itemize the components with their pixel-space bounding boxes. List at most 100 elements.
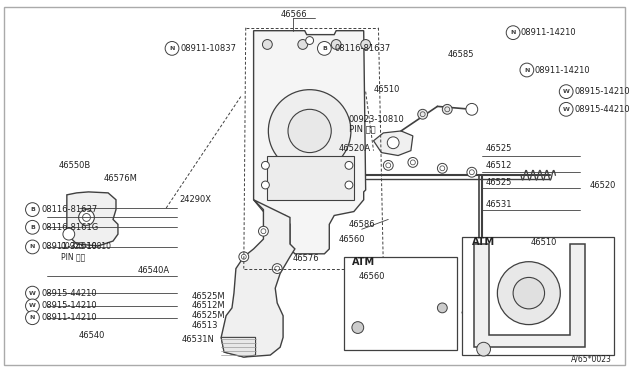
Circle shape [437,163,447,173]
Text: 08911-10837: 08911-10837 [181,44,237,53]
Text: W: W [29,291,36,296]
Circle shape [298,39,308,49]
Circle shape [520,63,534,77]
Text: 00923-10810: 00923-10810 [349,115,404,124]
Circle shape [268,90,351,172]
Circle shape [477,342,490,356]
Polygon shape [253,31,365,254]
Circle shape [79,209,94,225]
Circle shape [317,42,332,55]
Text: 08116-81637: 08116-81637 [42,205,97,214]
Text: 46560: 46560 [339,235,365,244]
Polygon shape [374,131,413,155]
Text: 46540: 46540 [79,331,105,340]
Circle shape [467,167,477,177]
Circle shape [345,181,353,189]
Circle shape [383,160,393,170]
Text: 08911-14210: 08911-14210 [42,313,97,322]
Text: 46525: 46525 [486,177,512,187]
Text: W: W [29,304,36,308]
Text: 46510: 46510 [374,85,400,94]
Circle shape [506,26,520,39]
Circle shape [306,36,314,44]
Text: ATM: ATM [352,257,375,267]
Circle shape [26,240,39,254]
Text: 46520: 46520 [590,180,616,189]
Circle shape [352,322,364,333]
Text: 46525M: 46525M [191,292,225,301]
Text: 08915-44210: 08915-44210 [42,289,97,298]
Circle shape [26,220,39,234]
Circle shape [442,105,452,114]
Circle shape [559,102,573,116]
Circle shape [559,85,573,99]
Bar [344,257,457,350]
Text: 08911-14210: 08911-14210 [521,28,577,37]
Text: 46525: 46525 [486,144,512,153]
Bar [462,237,614,355]
Polygon shape [462,296,503,324]
Text: 46510: 46510 [531,238,557,247]
Circle shape [259,226,268,236]
Circle shape [387,137,399,149]
Text: 46586: 46586 [349,220,376,229]
Text: 08116-8161G: 08116-8161G [42,223,99,232]
Text: ATM: ATM [472,237,495,247]
Polygon shape [221,200,295,357]
Circle shape [26,299,39,313]
Text: PIN ピン: PIN ピン [61,252,85,261]
Polygon shape [221,337,255,357]
Text: B: B [322,46,327,51]
Text: 00923-10810: 00923-10810 [61,243,112,251]
Bar [268,155,354,200]
Circle shape [63,228,75,240]
Text: B: B [30,225,35,230]
Circle shape [497,262,560,325]
Text: 08915-14210: 08915-14210 [574,87,630,96]
Text: 46585: 46585 [447,50,474,59]
Text: 46576: 46576 [293,254,319,263]
Polygon shape [67,192,118,246]
Text: 08915-44210: 08915-44210 [574,105,630,114]
Circle shape [165,42,179,55]
Text: 46540A: 46540A [138,266,170,275]
Text: 08116-81637: 08116-81637 [334,44,390,53]
Text: N: N [29,315,35,320]
Circle shape [26,311,39,325]
Text: 46566: 46566 [280,10,307,19]
Circle shape [418,109,428,119]
Text: 46520A: 46520A [339,144,371,153]
Circle shape [262,181,269,189]
Text: PIN ピン: PIN ピン [349,125,376,134]
Circle shape [272,264,282,273]
Circle shape [26,203,39,217]
Circle shape [262,161,269,169]
Circle shape [437,303,447,313]
Text: 46512M: 46512M [191,301,225,310]
Circle shape [239,252,249,262]
Text: N: N [29,244,35,250]
Text: A/65*0023: A/65*0023 [570,355,611,363]
Text: N: N [511,30,516,35]
Circle shape [345,161,353,169]
Circle shape [332,39,341,49]
Text: 08911-34010: 08911-34010 [42,243,97,251]
Circle shape [26,286,39,300]
Text: N: N [170,46,175,51]
Text: W: W [563,89,570,94]
Text: W: W [563,107,570,112]
Text: 46531N: 46531N [182,335,215,344]
Circle shape [466,103,477,115]
Polygon shape [474,244,585,347]
Text: N: N [524,67,529,73]
Text: 08915-14210: 08915-14210 [42,301,97,310]
Text: 24290X: 24290X [180,195,212,204]
Circle shape [361,39,371,49]
Text: 46513: 46513 [191,321,218,330]
Text: 46550B: 46550B [59,161,92,170]
Circle shape [262,39,272,49]
Circle shape [513,278,545,309]
Text: 46560: 46560 [359,272,385,281]
Text: 46576M: 46576M [103,174,137,183]
Text: 46525M: 46525M [191,311,225,320]
